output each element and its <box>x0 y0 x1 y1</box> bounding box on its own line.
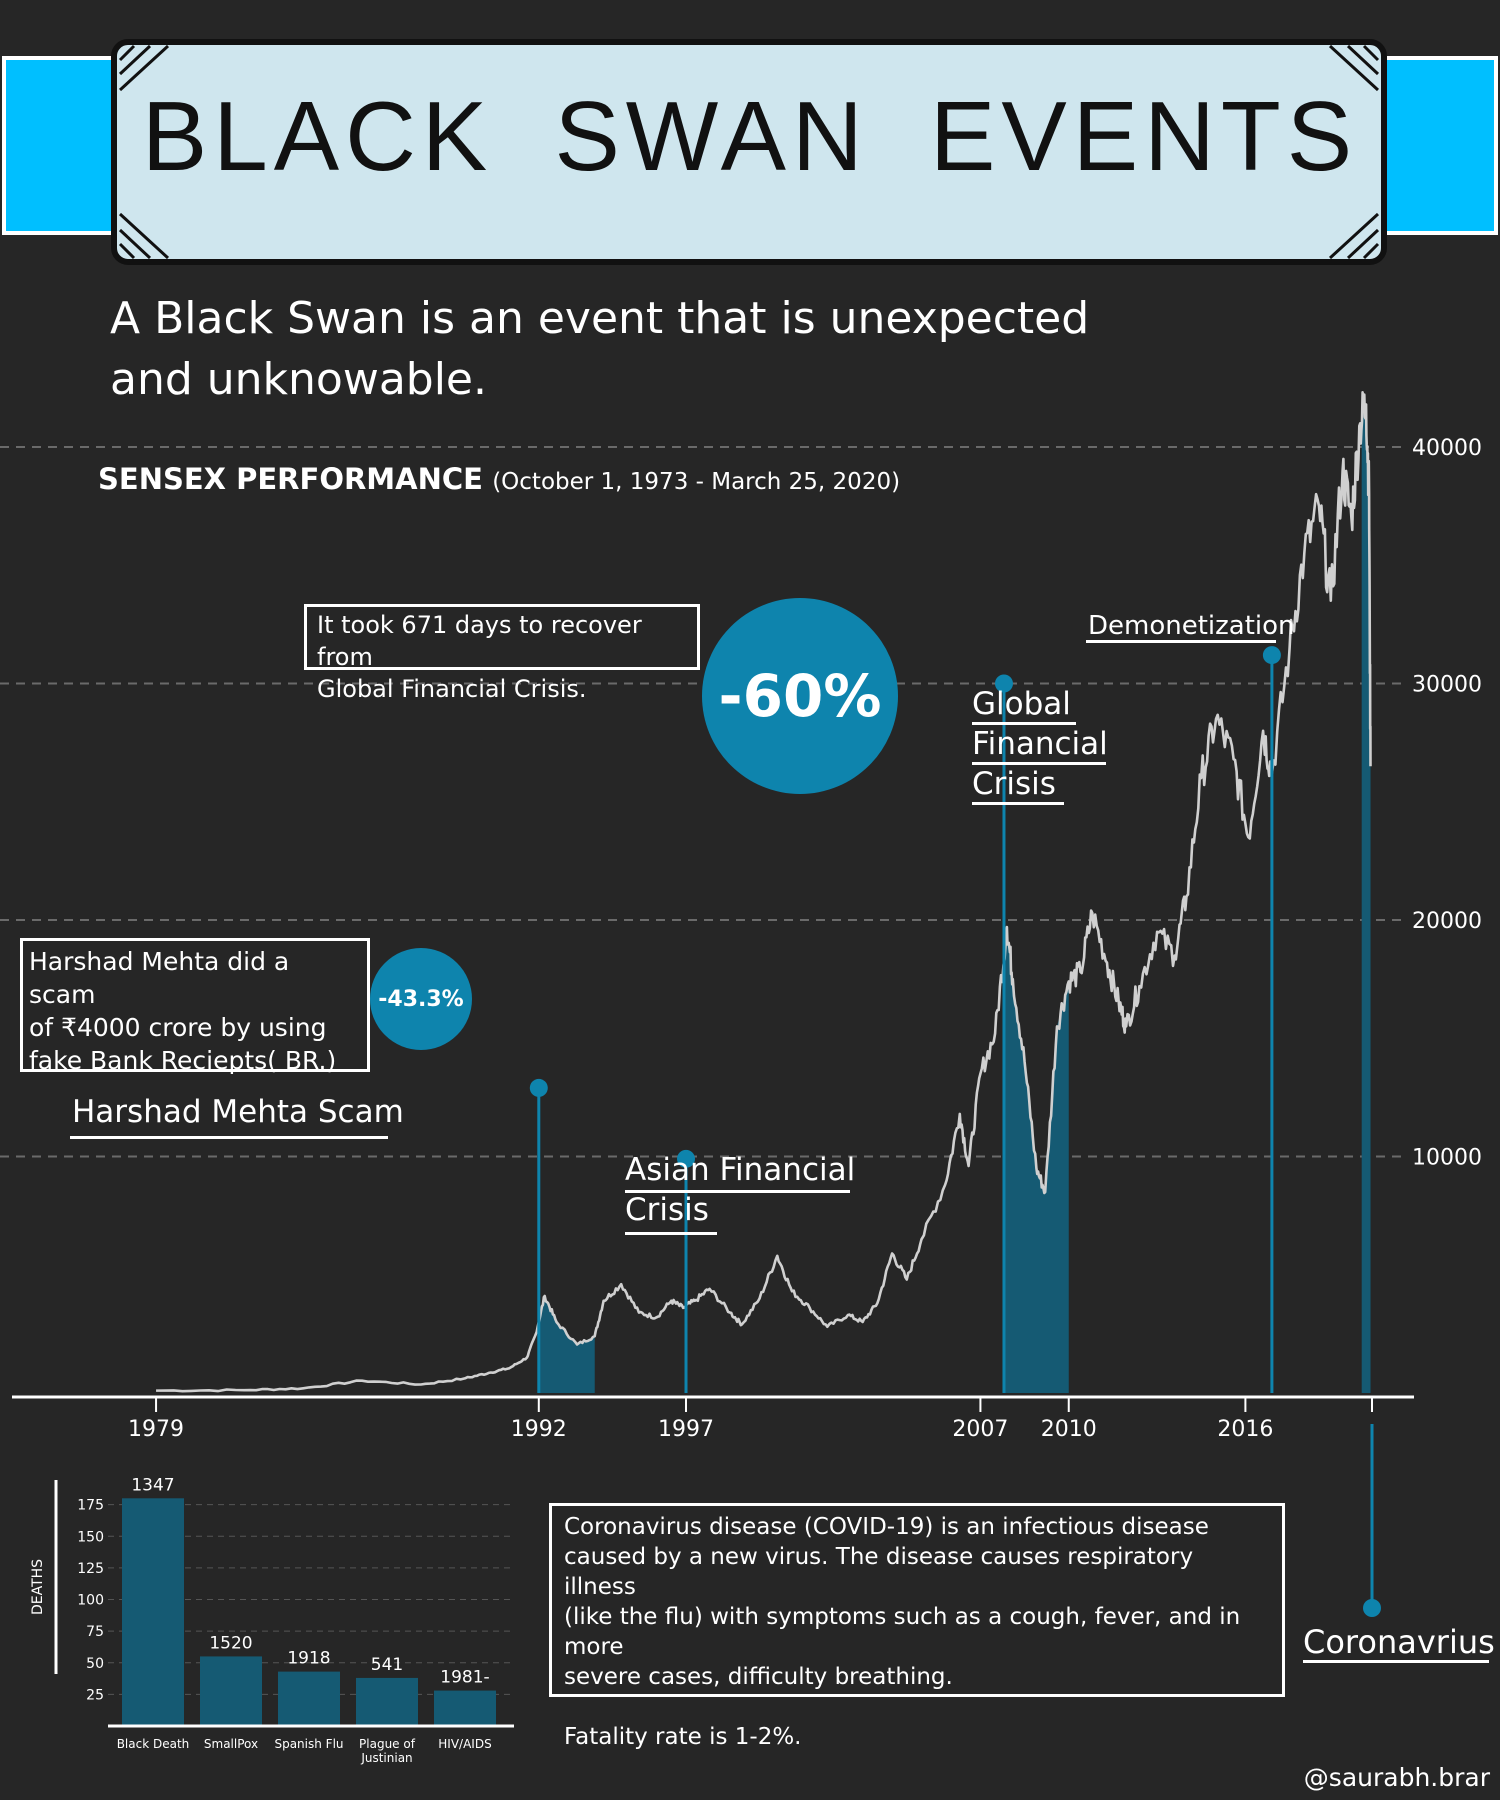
gfc-note-line-2: Global Financial Crisis. <box>317 675 587 703</box>
demonetization-event-label: Demonetization <box>1088 611 1295 641</box>
corona-underline <box>1303 1660 1489 1663</box>
gfc-underline-2 <box>972 762 1106 765</box>
shaded-range <box>538 1296 595 1393</box>
deaths-tick-label: 175 <box>77 1498 104 1514</box>
shaded-ranges <box>538 404 1371 1393</box>
deaths-category-label: Black Death <box>117 1737 190 1751</box>
deaths-tick-label: 125 <box>77 1561 104 1577</box>
deaths-bar-chart: 25 50 75 100 125 150 175 1347 Black Death 1520 Sm… <box>30 1475 514 1765</box>
sensex-line <box>156 391 1372 1393</box>
deaths-category-label: Plague of <box>359 1737 416 1751</box>
corona-note-line-4: severe cases, difficulty breathing. <box>564 1664 953 1690</box>
asian-underline-1 <box>625 1190 850 1193</box>
event-dot <box>1262 646 1281 665</box>
x-tick-label: 2016 <box>1217 1417 1273 1440</box>
x-tick-label: 2007 <box>952 1417 1008 1440</box>
deaths-bar-value: 541 <box>371 1655 403 1675</box>
corona-note-line-2: caused by a new virus. The disease cause… <box>564 1544 1194 1600</box>
deaths-tick-label: 25 <box>86 1687 104 1703</box>
sensex-chart: 10000 20000 30000 40000 1979 1992 1997 2007 201… <box>0 391 1482 1440</box>
harshad-drop-bubble: -43.3% <box>370 948 472 1050</box>
harshad-note-line-1: Harshad Mehta did a scam <box>29 947 290 1009</box>
y-gridlines: 10000 20000 30000 40000 <box>0 436 1482 1171</box>
deaths-category-label: Justinian <box>360 1751 412 1765</box>
author-credit: @saurabh.brar <box>1303 1763 1490 1792</box>
event-markers <box>529 646 1281 1393</box>
title-plate <box>111 39 1387 265</box>
gfc-note-box: It took 671 days to recover from Global … <box>304 604 700 703</box>
deaths-y-label: DEATHS <box>30 1559 46 1615</box>
corona-note-line-1: Coronavirus disease (COVID-19) is an inf… <box>564 1514 1209 1540</box>
corona-note-line-3: (like the flu) with symptoms such as a c… <box>564 1604 1241 1660</box>
gfc-event-label: Global Financial Crisis <box>972 686 1108 802</box>
harshad-note-box: Harshad Mehta did a scam of ₹4000 crore … <box>20 938 370 1075</box>
deaths-bar <box>200 1656 262 1726</box>
deaths-tick-label: 150 <box>77 1529 104 1545</box>
deaths-bar <box>278 1671 340 1726</box>
gfc-note-line-1: It took 671 days to recover from <box>317 611 642 671</box>
event-dot <box>994 674 1013 693</box>
corona-connector <box>1363 1424 1381 1617</box>
deaths-category-label: Spanish Flu <box>274 1737 343 1751</box>
title-banner <box>2 39 1498 265</box>
harshad-note-line-3: fake Bank Reciepts( BR.) <box>29 1046 337 1075</box>
corona-note-box: Coronavirus disease (COVID-19) is an inf… <box>549 1503 1285 1750</box>
intro-text: A Black Swan is an event that is unexpec… <box>110 288 1110 410</box>
harshad-drop-value: -43.3% <box>378 986 464 1012</box>
deaths-bar <box>434 1690 496 1726</box>
deaths-bar <box>356 1677 418 1726</box>
shaded-range <box>1003 927 1069 1393</box>
deaths-category-label: HIV/AIDS <box>438 1737 491 1751</box>
gfc-underline-1 <box>972 722 1076 725</box>
y-tick-label: 20000 <box>1412 909 1482 934</box>
deaths-tick-label: 75 <box>86 1624 104 1640</box>
harshad-label-underline <box>70 1136 388 1139</box>
deaths-bar-value: 1347 <box>131 1475 174 1495</box>
y-tick-label: 40000 <box>1412 436 1482 461</box>
gfc-drop-bubble: -60% <box>702 598 898 794</box>
x-tick-label: 2010 <box>1041 1417 1097 1440</box>
deaths-bar <box>122 1498 184 1726</box>
event-dot <box>529 1078 548 1097</box>
x-ticks: 1979 1992 1997 2007 2010 2016 <box>128 1397 1373 1440</box>
deaths-bar-value: 1981- <box>440 1668 489 1688</box>
corona-event-label: Coronavrius <box>1303 1623 1495 1661</box>
intro-line-2: and unknowable. <box>110 354 487 405</box>
chart-heading: SENSEX PERFORMANCE (October 1, 1973 - Ma… <box>98 462 900 496</box>
x-tick-label: 1997 <box>658 1417 714 1440</box>
deaths-bar-value: 1520 <box>209 1633 252 1653</box>
chart-title: SENSEX PERFORMANCE <box>98 462 483 496</box>
shaded-range <box>1361 404 1371 1393</box>
chart-date-range: (October 1, 1973 - March 25, 2020) <box>492 469 901 495</box>
page-title: BLACK SWAN EVENTS <box>141 81 1359 191</box>
y-tick-label: 10000 <box>1412 1146 1482 1171</box>
corona-fatality: Fatality rate is 1-2%. <box>564 1724 802 1750</box>
deaths-tick-label: 100 <box>77 1593 104 1609</box>
deaths-tick-label: 50 <box>86 1656 104 1672</box>
right-side-tab <box>1378 56 1498 235</box>
gfc-drop-value: -60% <box>718 662 882 730</box>
x-tick-label: 1979 <box>128 1417 184 1440</box>
demonetization-underline <box>1086 640 1276 643</box>
corner-hatching <box>118 44 1380 260</box>
intro-line-1: A Black Swan is an event that is unexpec… <box>110 293 1090 344</box>
y-tick-label: 30000 <box>1412 673 1482 698</box>
harshad-note-line-2: of ₹4000 crore by using <box>29 1013 327 1042</box>
x-tick-label: 1992 <box>511 1417 567 1440</box>
deaths-category-label: SmallPox <box>204 1737 258 1751</box>
deaths-bars: 1347 Black Death 1520 SmallPox 1918 Spanish F… <box>117 1475 496 1765</box>
asian-event-label: Asian Financial Crisis <box>625 1152 856 1228</box>
gfc-underline-3 <box>972 802 1064 805</box>
event-dot <box>677 1149 696 1168</box>
deaths-bar-value: 1918 <box>287 1649 330 1669</box>
asian-underline-2 <box>625 1232 717 1235</box>
left-side-tab <box>2 56 122 235</box>
harshad-event-label: Harshad Mehta Scam <box>72 1094 404 1130</box>
corona-dot <box>1363 1599 1381 1617</box>
